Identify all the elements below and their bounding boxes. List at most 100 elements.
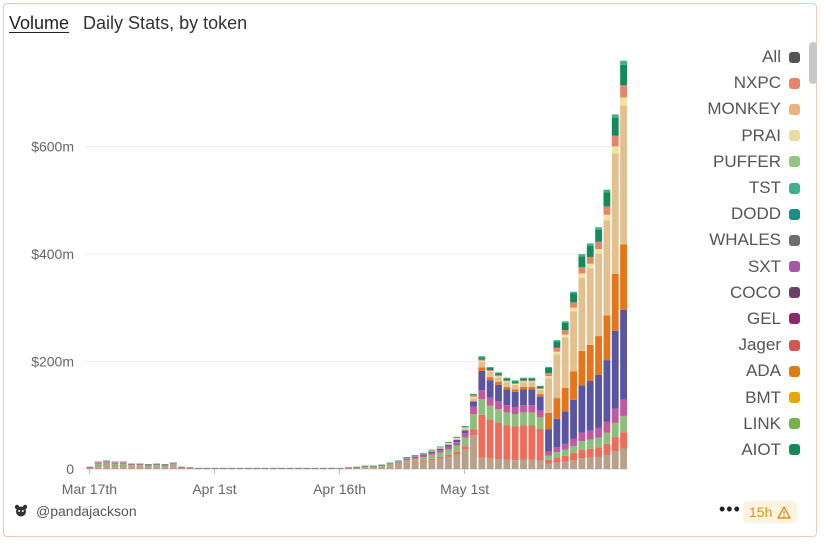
bar-segment-whales: [603, 360, 611, 422]
bar-segment-prai: [445, 443, 452, 444]
bar-segment-nxpc: [545, 373, 552, 377]
bar-segment-sxt: [395, 461, 402, 463]
bar-segment-monkey: [428, 450, 436, 452]
bar-segment-ada: [536, 394, 544, 397]
bar-segment-tst: [361, 465, 369, 467]
legend-item-puffer[interactable]: PUFFER: [690, 149, 800, 175]
bar-segment-jager: [153, 466, 161, 467]
bar-segment-prai: [428, 450, 436, 451]
bar-segment-tst: [436, 446, 444, 447]
bar-segment-whales: [495, 384, 502, 402]
legend-scrollbar[interactable]: [809, 42, 817, 84]
legend-item-tst[interactable]: TST: [690, 175, 800, 201]
bar-segment-monkey: [520, 382, 527, 387]
bar-segment-tst: [595, 227, 602, 230]
legend-item-prai[interactable]: PRAI: [690, 123, 800, 149]
bar-segment-tst: [428, 449, 436, 451]
bar-segment-jager: [470, 429, 477, 436]
bar-segment-prai: [536, 389, 544, 390]
legend-swatch: [789, 287, 800, 299]
bar-segment-puffer: [361, 466, 369, 468]
bar-segment-jager: [428, 458, 436, 461]
bar-segment-puffer: [545, 455, 552, 460]
bar-segment-jager: [411, 461, 419, 463]
bar-segment-puffer: [378, 465, 386, 467]
legend-label: SXT: [747, 256, 781, 276]
bar-segment-monkey: [503, 382, 511, 387]
bar-segment-other: [386, 466, 394, 469]
bar-segment-jager: [528, 425, 536, 460]
legend-item-gel[interactable]: GEL: [690, 306, 800, 332]
bar-segment-whales: [478, 370, 486, 391]
bar-segment-sxt: [570, 438, 577, 446]
legend-swatch: [789, 339, 800, 351]
bar-segment-nxpc: [528, 380, 536, 382]
bar-segment-aiot: [620, 64, 627, 86]
bar-segment-sxt: [103, 461, 111, 463]
bar-segment-other: [603, 455, 611, 469]
bar-segment-tst: [236, 467, 244, 469]
bar-segment-sxt: [153, 464, 161, 466]
legend-item-whales[interactable]: WHALES: [690, 227, 800, 253]
bar-segment-whales: [436, 448, 444, 451]
legend-item-jager[interactable]: Jager: [690, 332, 800, 358]
bar-segment-nxpc: [461, 426, 469, 428]
volume-title-link[interactable]: Volume: [9, 13, 70, 33]
bar-segment-aiot: [503, 378, 511, 381]
legend-swatch: [789, 418, 800, 430]
legend-item-coco[interactable]: COCO: [690, 280, 800, 306]
more-options-icon[interactable]: •••: [719, 499, 741, 519]
bar-segment-puffer: [370, 466, 377, 468]
y-tick-label: $200m: [31, 354, 74, 370]
bar-segment-sxt: [428, 452, 436, 455]
bar-segment-nxpc: [453, 437, 461, 439]
bar-segment-monkey: [536, 389, 544, 395]
bar-segment-other: [611, 451, 619, 469]
refresh-badge[interactable]: 15h: [743, 501, 798, 523]
bar-segment-whales: [470, 401, 477, 407]
author[interactable]: @pandajackson: [14, 503, 137, 519]
bar-segment-tst: [461, 426, 469, 427]
bar-segment-tst: [378, 464, 386, 466]
bar-segment-aiot: [570, 293, 577, 303]
bar-segment-jager: [136, 466, 144, 467]
bar-segment-puffer: [453, 445, 461, 452]
bar-segment-whales: [395, 461, 402, 462]
bar-segment-monkey: [545, 378, 552, 413]
bar-segment-nxpc: [511, 383, 519, 384]
bar-segment-sxt: [528, 405, 536, 413]
legend-label: PUFFER: [713, 151, 781, 171]
legend-item-nxpc[interactable]: NXPC: [690, 70, 800, 96]
legend-item-sxt[interactable]: SXT: [690, 254, 800, 280]
legend-item-link[interactable]: LINK: [690, 411, 800, 437]
bar-segment-jager: [94, 465, 102, 466]
bar-segment-tst: [261, 467, 269, 469]
bar-segment-prai: [420, 453, 427, 455]
bar-segment-sxt: [620, 399, 627, 416]
bar-segment-tst: [311, 467, 319, 469]
legend-label: ADA: [746, 361, 781, 381]
legend-item-aiot[interactable]: AIOT: [690, 437, 800, 463]
bar-segment-jager: [161, 466, 169, 467]
bar-segment-sxt: [136, 464, 144, 466]
bar-segment-puffer: [103, 462, 111, 465]
legend-item-ada[interactable]: ADA: [690, 358, 800, 384]
bar-segment-other: [378, 467, 386, 469]
bar-segment-aiot: [545, 367, 552, 374]
legend-item-all[interactable]: All: [690, 44, 800, 70]
bar-segment-tst: [111, 461, 119, 462]
bar-segment-other: [445, 456, 452, 469]
bar-segment-whales: [103, 461, 111, 462]
bar-segment-prai: [528, 381, 536, 383]
bar-segment-tst: [403, 457, 411, 458]
legend-item-monkey[interactable]: MONKEY: [690, 96, 800, 122]
legend-item-dodd[interactable]: DODD: [690, 201, 800, 227]
legend-swatch: [789, 77, 800, 89]
bar-segment-puffer: [411, 458, 419, 462]
bar-segment-aiot: [561, 322, 569, 331]
bar-segment-aiot: [603, 192, 611, 207]
legend-item-bmt[interactable]: BMT: [690, 384, 800, 410]
bar-segment-prai: [603, 214, 611, 221]
bar-segment-aiot: [445, 442, 452, 443]
bar-segment-aiot: [520, 378, 527, 381]
